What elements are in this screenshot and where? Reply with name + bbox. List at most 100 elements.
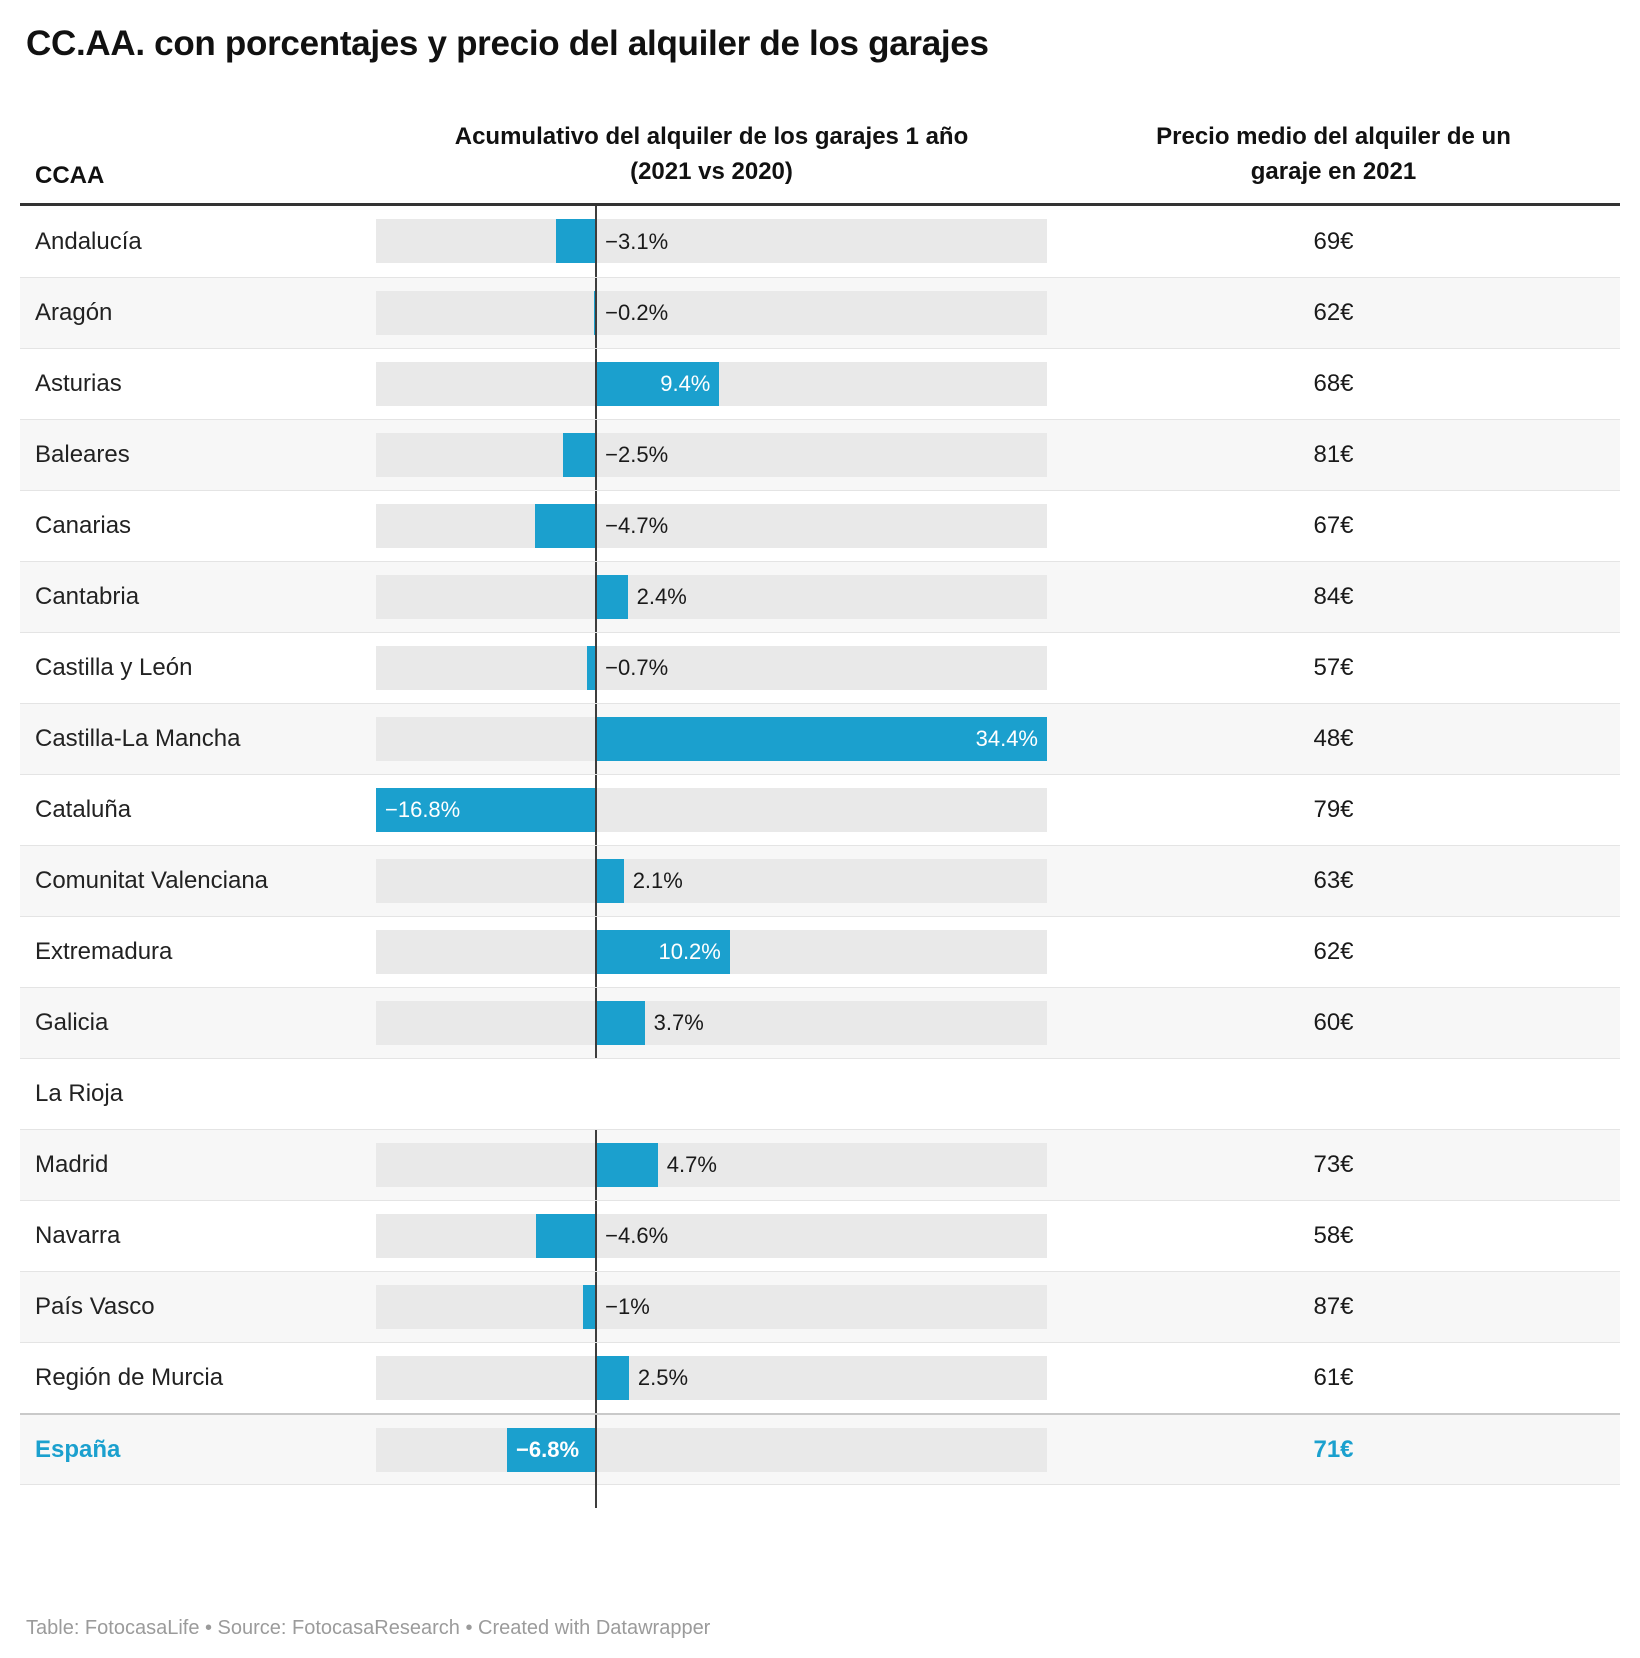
bar-track [376,219,1047,263]
value-bar [376,788,597,832]
bar-cell: 34.4% [376,704,1047,774]
row-label: Asturias [35,370,122,397]
table-row: Cataluña −16.8% 79€ [20,774,1620,845]
price-value: 58€ [1313,1222,1354,1249]
zero-baseline [595,349,598,419]
zero-baseline [595,988,598,1058]
bar-value-label: −16.8% [385,797,461,822]
bar-track [376,1356,1047,1400]
zero-baseline [595,1201,598,1271]
bar-cell: 10.2% [376,917,1047,987]
value-bar [586,646,597,690]
value-bar [534,504,597,548]
table-row: Región de Murcia 2.5% 61€ [20,1342,1620,1413]
value-bar [535,1214,597,1258]
table-row: Galicia 3.7% 60€ [20,987,1620,1058]
price-value: 61€ [1313,1364,1354,1391]
value-bar [596,717,1047,761]
row-label: Galicia [35,1009,109,1036]
bar-value-label: −0.7% [605,655,669,680]
bar-cell: 9.4% [376,349,1047,419]
bar-track [376,859,1047,903]
table-row: Andalucía −3.1% 69€ [20,206,1620,277]
price-value: 71€ [1313,1435,1354,1463]
row-label: La Rioja [35,1080,124,1107]
bar-cell: 2.1% [376,846,1047,916]
column-header-bar: Acumulativo del alquiler de los garajes … [376,120,1047,190]
value-bar [596,930,730,974]
bar-track [376,1214,1047,1258]
zero-baseline [595,1130,598,1200]
table-row: Comunitat Valenciana 2.1% 63€ [20,845,1620,916]
price-value: 73€ [1313,1151,1354,1178]
bar-track [376,1285,1047,1329]
table-row: Asturias 9.4% 68€ [20,348,1620,419]
row-label: Castilla y León [35,654,193,681]
price-value: 62€ [1313,299,1354,326]
bar-track [376,646,1047,690]
column-header-price-line1: Precio medio del alquiler de un [1156,123,1511,151]
value-bar [596,1143,658,1187]
zero-baseline [595,206,598,277]
bar-value-label: −0.2% [605,300,669,325]
zero-baseline [595,775,598,845]
row-label: Baleares [35,441,130,468]
bar-cell: 4.7% [376,1130,1047,1200]
column-header-bar-line2: (2021 vs 2020) [630,158,793,186]
bar-value-label: 2.5% [637,1365,689,1390]
value-bar [583,1285,597,1329]
bar-cell: −16.8% [376,775,1047,845]
column-header-price-line2: garaje en 2021 [1250,158,1417,186]
table-row: Baleares −2.5% 81€ [20,419,1620,490]
table-row: Cantabria 2.4% 84€ [20,561,1620,632]
row-label: Cataluña [35,796,132,823]
bar-cell: 3.7% [376,988,1047,1058]
bar-cell: −0.7% [376,633,1047,703]
row-label: Castilla-La Mancha [35,725,241,752]
value-bar [555,219,597,263]
zero-baseline [595,917,598,987]
bar-cell: −3.1% [376,206,1047,277]
column-header-ccaa: CCAA [35,162,105,189]
price-value: 48€ [1313,725,1354,752]
table-row: Castilla-La Mancha 34.4% 48€ [20,703,1620,774]
bar-value-label: 2.4% [636,584,687,609]
zero-baseline [595,704,598,774]
bar-value-label: −1% [605,1294,650,1319]
table-body: Andalucía −3.1% 69€ Aragón −0.2% 62€ Asturias 9… [20,206,1620,1508]
value-bar [596,362,720,406]
bar-track [376,291,1047,335]
column-header-price: Precio medio del alquiler de un garaje e… [1047,120,1620,190]
price-value: 69€ [1313,227,1354,255]
bar-cell: −6.8% [376,1415,1047,1508]
value-bar [563,433,597,477]
bar-value-label: 3.7% [653,1010,704,1035]
price-value: 87€ [1313,1293,1354,1320]
bar-cell: −2.5% [376,420,1047,490]
table-row: España −6.8% 71€ [20,1413,1620,1508]
row-label: Cantabria [35,583,140,610]
bar-cell: −4.7% [376,491,1047,561]
row-label: Aragón [35,299,113,326]
zero-baseline [595,491,598,561]
value-bar [596,859,624,903]
zero-baseline [595,846,598,916]
zero-baseline [595,1343,598,1413]
table-row: País Vasco −1% 87€ [20,1271,1620,1342]
bar-value-label: 34.4% [975,726,1038,751]
column-header-bar-line1: Acumulativo del alquiler de los garajes … [454,123,969,151]
price-value: 62€ [1313,938,1354,965]
zero-baseline [595,562,598,632]
row-label: País Vasco [35,1293,155,1320]
bar-track [376,1428,1047,1472]
value-bar [593,291,597,335]
bar-cell: −0.2% [376,278,1047,348]
row-label: Madrid [35,1151,109,1178]
bar-cell [376,1059,1047,1129]
bar-cell: 2.5% [376,1343,1047,1413]
table-row: La Rioja [20,1058,1620,1129]
row-label: España [35,1435,121,1463]
price-value: 79€ [1313,796,1354,823]
bar-value-label: −2.5% [605,442,669,467]
row-label: Región de Murcia [35,1364,224,1391]
